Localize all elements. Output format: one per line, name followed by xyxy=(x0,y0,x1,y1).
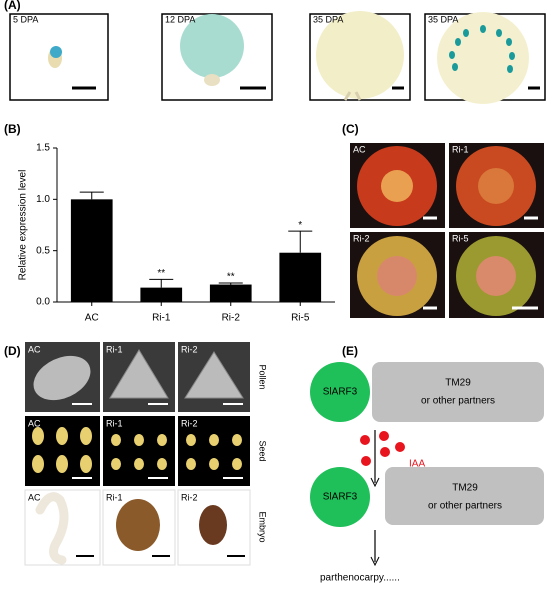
iaa-dots xyxy=(360,431,405,466)
partner-box xyxy=(372,362,544,422)
partner-label: or other partners xyxy=(421,396,495,407)
protein-circle xyxy=(310,362,370,422)
protein-label: SlARF3 xyxy=(323,492,358,503)
image-label: Ri-2 xyxy=(353,233,370,243)
stain xyxy=(50,46,62,58)
fruit-shape xyxy=(316,11,404,99)
column-label: AC xyxy=(28,492,41,502)
panel-label: (E) xyxy=(342,344,358,358)
outcome-label: parthenocarpy...... xyxy=(320,573,400,584)
panel-a-images: 5 DPA 12 DPA 35 DPA 35 DPA xyxy=(9,11,546,104)
seeds xyxy=(111,434,167,470)
image-label: 35 DPA xyxy=(313,14,343,24)
tomato-core xyxy=(381,170,413,202)
partner-label: or other partners xyxy=(428,501,502,512)
y-tick-label: 1.0 xyxy=(36,194,50,205)
pollen xyxy=(109,349,169,399)
column-label: Ri-2 xyxy=(181,418,198,428)
panel-label: (D) xyxy=(4,344,21,358)
embryo xyxy=(116,499,160,551)
bar-chart: 0.0 0.5 1.0 1.5 Relative expression level AC R… xyxy=(18,143,335,324)
x-tick-label: Ri-2 xyxy=(222,313,241,324)
tomato-core xyxy=(377,256,417,296)
image-label: Ri-1 xyxy=(452,144,469,154)
arrow-head xyxy=(370,556,380,567)
partner-label: TM29 xyxy=(445,378,471,389)
image-label: Ri-5 xyxy=(452,233,469,243)
panel-label: (B) xyxy=(4,122,21,136)
tomato-core xyxy=(476,256,516,296)
x-tick-label: AC xyxy=(85,313,99,324)
image-label: 35 DPA xyxy=(428,14,458,24)
panel-d-images: AC Ri-1 Ri-2 AC Ri-1 Ri-2 AC Ri-1 Ri-2 P… xyxy=(24,342,268,566)
protein-circle xyxy=(310,467,370,527)
y-tick-label: 1.5 xyxy=(36,143,50,154)
tomato-core xyxy=(478,168,514,204)
stained-seeds xyxy=(449,25,515,73)
column-label: Ri-1 xyxy=(106,492,123,502)
x-tick-label: Ri-5 xyxy=(291,313,310,324)
seeds xyxy=(186,434,242,470)
image-label: AC xyxy=(353,144,366,154)
x-tick-label: Ri-1 xyxy=(152,313,171,324)
pollen xyxy=(33,355,91,401)
image-frame xyxy=(178,416,250,486)
row-label: Embryo xyxy=(258,511,268,542)
column-label: Ri-1 xyxy=(106,418,123,428)
column-label: Ri-1 xyxy=(106,344,123,354)
panel-label: (A) xyxy=(4,0,21,12)
pollen xyxy=(184,351,244,399)
image-label: 12 DPA xyxy=(165,14,195,24)
partner-label: TM29 xyxy=(452,483,478,494)
image-label: 5 DPA xyxy=(13,14,38,24)
column-label: Ri-2 xyxy=(181,492,198,502)
scale-bars xyxy=(72,403,243,479)
stem xyxy=(343,91,362,101)
embryo xyxy=(199,505,227,545)
column-label: AC xyxy=(28,418,41,428)
arrow-head xyxy=(370,477,380,488)
bar xyxy=(279,252,322,302)
y-tick-label: 0.0 xyxy=(36,297,50,308)
y-tick-label: 0.5 xyxy=(36,245,50,256)
seeds xyxy=(32,427,92,473)
bar xyxy=(70,199,113,302)
column-label: Ri-2 xyxy=(181,344,198,354)
bar xyxy=(209,284,252,302)
significance: * xyxy=(298,220,302,231)
panel-e-diagram: SlARF3 TM29 or other partners IAA SlARF3… xyxy=(310,362,544,584)
hormone-label: IAA xyxy=(409,459,425,470)
row-label: Seed xyxy=(258,440,268,461)
bar xyxy=(140,287,183,302)
fruit-shape xyxy=(180,14,244,78)
significance: ** xyxy=(227,272,235,283)
partner-box xyxy=(385,467,544,525)
panel-label: (C) xyxy=(342,122,359,136)
fruit-section xyxy=(437,12,529,104)
protein-label: SlARF3 xyxy=(323,387,358,398)
y-axis-label: Relative expression level xyxy=(18,170,29,281)
stem xyxy=(204,74,220,86)
column-label: AC xyxy=(28,344,41,354)
significance: ** xyxy=(157,268,165,279)
image-frame xyxy=(103,416,175,486)
panel-c-images: AC Ri-1 Ri-2 Ri-5 xyxy=(350,143,544,318)
row-label: Pollen xyxy=(258,364,268,389)
embryo xyxy=(35,492,69,565)
